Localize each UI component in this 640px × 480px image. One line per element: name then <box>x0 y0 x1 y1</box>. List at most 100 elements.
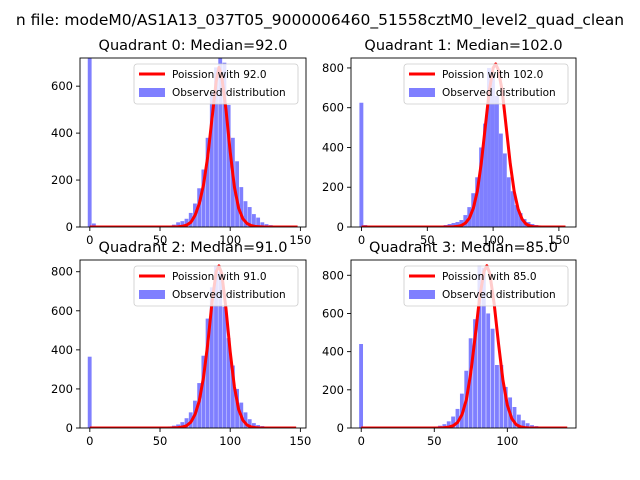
histogram-bar <box>251 214 256 227</box>
y-tick-label: 0 <box>337 220 344 234</box>
histogram-bar <box>239 187 244 227</box>
histogram-bar <box>475 177 480 227</box>
y-tick-label: 800 <box>51 265 73 279</box>
histogram-bar <box>491 73 495 227</box>
x-tick-label: 150 <box>548 233 570 247</box>
histogram-bar <box>226 338 231 428</box>
histogram-bar <box>243 412 248 428</box>
legend-label-observed: Observed distribution <box>442 289 556 301</box>
histogram-bar <box>226 104 231 227</box>
legend-patch-swatch <box>409 290 435 299</box>
legend-box <box>133 63 299 105</box>
axes-frame <box>350 57 577 228</box>
histogram-bar <box>260 222 265 227</box>
histogram-bar <box>184 418 189 428</box>
x-tick-label: 100 <box>219 434 241 448</box>
histogram-bar <box>451 223 456 227</box>
subplot-title: Quadrant 3: Median=85.0 <box>369 240 558 256</box>
x-tick-label: 0 <box>358 233 365 247</box>
subplot-title: Quadrant 1: Median=102.0 <box>364 38 562 54</box>
histogram-bar <box>502 153 507 227</box>
legend-patch-swatch <box>139 88 165 97</box>
histogram-bar <box>503 386 508 428</box>
histogram-bar <box>459 220 464 227</box>
y-tick-label: 0 <box>337 421 344 435</box>
legend: Poission with 85.0 Observed distribution <box>403 265 569 307</box>
legend-box <box>403 265 569 307</box>
histogram-bar <box>451 416 456 428</box>
histogram-bar <box>359 344 364 428</box>
legend-label-poisson: Poission with 91.0 <box>172 271 267 283</box>
histogram-bar <box>490 328 495 428</box>
histogram-bar <box>87 356 92 428</box>
x-tick-label: 50 <box>153 233 168 247</box>
legend: Poission with 102.0 Observed distribution <box>403 63 569 105</box>
histogram-bar <box>201 169 206 227</box>
y-tick-label: 200 <box>322 383 344 397</box>
y-tick-label: 0 <box>66 220 73 234</box>
histogram-bar <box>205 318 210 428</box>
histogram-bar <box>184 218 189 227</box>
histogram-bar <box>521 420 526 428</box>
histogram-bar <box>473 319 477 428</box>
y-tick-label: 400 <box>51 126 73 140</box>
histogram-bar <box>483 123 488 227</box>
histogram-bar <box>481 267 486 428</box>
histogram-bar <box>209 93 214 227</box>
y-tick-label: 800 <box>322 61 344 75</box>
y-tick-label: 400 <box>322 140 344 154</box>
x-tick-label: 0 <box>86 434 93 448</box>
histogram-bar <box>498 133 503 227</box>
histogram-bar <box>455 222 460 227</box>
histogram-bar <box>499 365 504 428</box>
histogram-bar <box>218 271 223 428</box>
subplot-title: Quadrant 2: Median=91.0 <box>99 240 288 256</box>
y-tick-label: 400 <box>51 343 73 357</box>
x-tick-label: 50 <box>153 434 168 448</box>
legend-label-poisson: Poission with 102.0 <box>442 69 543 81</box>
subplot-quadrant-2: 0 50 100 150 0 200 400 600 800 Quadrant 2: Median… <box>51 240 311 448</box>
y-tick-label: 400 <box>322 345 344 359</box>
x-tick-label: 50 <box>427 434 442 448</box>
x-tick-label: 0 <box>358 434 365 448</box>
histogram-bar <box>230 365 235 428</box>
y-tick-label: 200 <box>322 180 344 194</box>
y-tick-label: 600 <box>51 304 73 318</box>
histogram-bar <box>214 67 218 227</box>
legend-label-observed: Observed distribution <box>172 289 286 301</box>
legend-box <box>403 63 569 105</box>
histogram-bar <box>180 221 185 227</box>
histogram-bar <box>510 191 515 227</box>
histogram-bar <box>446 421 451 428</box>
histogram-bar <box>214 265 218 428</box>
histogram-bar <box>222 306 227 428</box>
y-tick-label: 200 <box>51 382 73 396</box>
x-tick-label: 100 <box>496 434 518 448</box>
histogram-bar <box>512 407 517 428</box>
histogram-bar <box>176 222 181 227</box>
histogram-bar <box>247 207 252 227</box>
subplot-quadrant-0: 0 50 100 150 0 200 400 600 Quadrant 0: Median=92… <box>51 38 311 247</box>
x-tick-label: 0 <box>86 233 93 247</box>
histogram-bar <box>516 414 521 428</box>
histogram-bar <box>247 419 252 428</box>
legend: Poission with 92.0 Observed distribution <box>133 63 299 105</box>
axes-frame <box>350 259 577 429</box>
axes-frame <box>79 259 307 429</box>
y-tick-label: 600 <box>322 306 344 320</box>
legend-label-poisson: Poission with 85.0 <box>442 271 537 283</box>
legend-label-observed: Observed distribution <box>442 87 556 99</box>
histogram-bar <box>218 58 223 227</box>
histogram-bar <box>494 95 499 227</box>
histogram-bar <box>455 408 460 428</box>
x-tick-label: 100 <box>482 233 504 247</box>
histogram-bar <box>495 365 499 428</box>
histogram-bar <box>91 223 96 227</box>
histogram-bar <box>518 213 523 227</box>
histogram-bar <box>525 423 530 428</box>
histogram-bar <box>243 201 248 227</box>
legend-box <box>133 265 299 307</box>
subplot-quadrant-1: 0 50 100 150 0 200 400 600 800 Quadrant 1: Median… <box>322 38 577 247</box>
subplot-quadrant-3: 0 50 100 0 200 400 600 800 Quadrant 3: Median=85… <box>322 240 577 448</box>
